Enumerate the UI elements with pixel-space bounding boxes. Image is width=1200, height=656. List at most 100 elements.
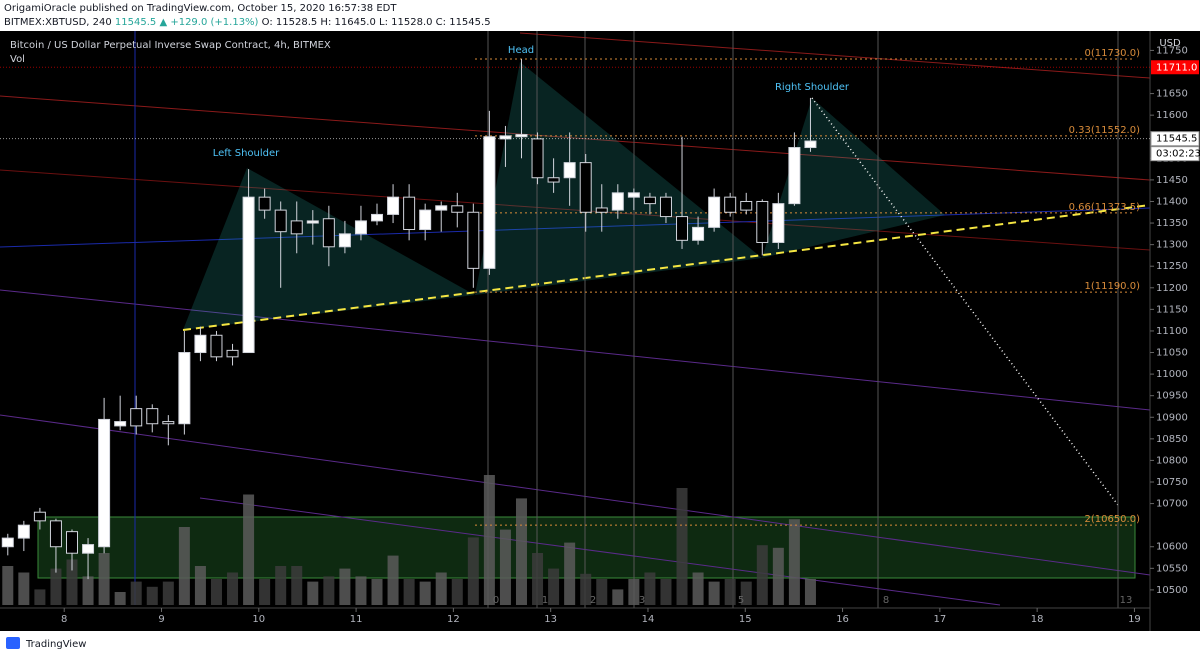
candle-body bbox=[274, 209, 287, 233]
candle-body bbox=[724, 196, 737, 213]
candle-body bbox=[290, 220, 303, 235]
candle-body bbox=[114, 421, 127, 427]
volume-bar bbox=[146, 586, 158, 605]
candle-body bbox=[804, 140, 817, 149]
time-zone-label: 0 bbox=[493, 595, 499, 606]
y-tick-label: 11300 bbox=[1156, 240, 1188, 251]
volume-bar bbox=[628, 579, 640, 605]
y-tick-label: 11750 bbox=[1156, 45, 1188, 56]
trend-line bbox=[0, 414, 1151, 576]
candle-body bbox=[772, 203, 785, 243]
volume-bar bbox=[259, 579, 271, 605]
candle-body bbox=[403, 196, 416, 231]
candle-body bbox=[242, 196, 255, 354]
y-tick-label: 11600 bbox=[1156, 110, 1188, 121]
y-tick-label: 10900 bbox=[1156, 412, 1188, 423]
y-tick-label: 11050 bbox=[1156, 348, 1188, 359]
annotation: Left Shoulder bbox=[213, 148, 280, 159]
y-tick-label: 11100 bbox=[1156, 326, 1188, 337]
trend-line bbox=[199, 497, 1001, 606]
last: 11545.5 bbox=[115, 17, 156, 28]
volume-bar bbox=[499, 529, 511, 605]
volume-bar bbox=[323, 576, 335, 605]
candle-body bbox=[178, 352, 191, 425]
volume-bar bbox=[548, 568, 560, 605]
price-marker-bg bbox=[1150, 131, 1200, 147]
candle-body bbox=[595, 207, 608, 213]
candle-body bbox=[65, 531, 78, 554]
x-tick-label: 13 bbox=[544, 614, 557, 625]
trend-line bbox=[0, 207, 1151, 248]
trend-line bbox=[0, 95, 1151, 181]
pattern-head bbox=[475, 62, 762, 295]
candle-body bbox=[354, 220, 367, 235]
candle-body bbox=[146, 408, 159, 425]
volume-bar bbox=[98, 553, 110, 605]
candle-body bbox=[322, 218, 335, 248]
candle-body bbox=[547, 177, 560, 183]
x-tick-label: 8 bbox=[61, 614, 67, 625]
volume-bar bbox=[227, 572, 239, 605]
candle-body bbox=[788, 147, 801, 205]
candle-body bbox=[419, 209, 432, 231]
change: ▲ +129.0 (+1.13%) bbox=[159, 17, 258, 28]
y-tick-label: 10600 bbox=[1156, 542, 1188, 553]
y-tick-label: 11150 bbox=[1156, 304, 1188, 315]
candle-body bbox=[579, 162, 592, 213]
volume-bar bbox=[612, 589, 624, 605]
volume-bar bbox=[644, 572, 656, 605]
y-tick-label: 11400 bbox=[1156, 196, 1188, 207]
y-tick-label: 10750 bbox=[1156, 477, 1188, 488]
currency: USD bbox=[1159, 38, 1181, 49]
candle-body bbox=[194, 334, 207, 354]
y-tick-label: 10800 bbox=[1156, 455, 1188, 466]
volume-bar bbox=[515, 498, 527, 605]
candle-body bbox=[515, 134, 528, 138]
time-zone-label: 5 bbox=[738, 595, 744, 606]
y-tick-label: 10950 bbox=[1156, 391, 1188, 402]
volume-bar bbox=[772, 547, 784, 605]
candle-body bbox=[306, 220, 319, 224]
volume-bar bbox=[419, 581, 431, 605]
y-tick-label: 10500 bbox=[1156, 585, 1188, 596]
y-tick-label: 10850 bbox=[1156, 434, 1188, 445]
volume-bar bbox=[676, 488, 688, 605]
fib-label: 0.66(11373.5) bbox=[1069, 202, 1141, 213]
volume-bar bbox=[692, 572, 704, 605]
volume-bar bbox=[660, 579, 672, 605]
candle-body bbox=[258, 196, 271, 211]
fib-label: 2(10650.0) bbox=[1084, 514, 1140, 525]
volume-bar bbox=[532, 553, 544, 605]
symbol-line: BITMEX:XBTUSD, 240 11545.5 ▲ +129.0 (+1.… bbox=[4, 17, 491, 28]
volume-bar bbox=[130, 581, 142, 605]
volume-bar bbox=[339, 568, 351, 605]
volume-bar bbox=[243, 494, 255, 605]
volume-bar bbox=[596, 579, 608, 605]
candle-body bbox=[130, 408, 143, 427]
x-tick-label: 10 bbox=[252, 614, 265, 625]
volume-bar bbox=[371, 579, 383, 605]
fib-label: 0.33(11552.0) bbox=[1069, 125, 1141, 136]
annotation: Head bbox=[508, 45, 534, 56]
candle-body bbox=[98, 418, 111, 548]
volume-bar bbox=[435, 572, 447, 605]
y-tick-label: 10700 bbox=[1156, 499, 1188, 510]
candle-body bbox=[1, 537, 14, 548]
candle-body bbox=[226, 349, 239, 358]
candle-body bbox=[659, 196, 672, 218]
price-marker-label: 11545.5 bbox=[1156, 134, 1197, 145]
candle-body bbox=[33, 511, 46, 522]
volume-bar bbox=[34, 589, 46, 605]
time-zone-label: 2 bbox=[590, 595, 596, 606]
neckline bbox=[182, 204, 1151, 331]
volume-bar bbox=[210, 579, 222, 605]
fib-label: 1(11190.0) bbox=[1084, 281, 1140, 292]
y-tick-label: 11450 bbox=[1156, 175, 1188, 186]
volume-bar bbox=[66, 559, 78, 605]
volume-bar bbox=[451, 579, 463, 605]
candle-body bbox=[338, 233, 351, 248]
volume-bar bbox=[194, 566, 206, 605]
volume-bar bbox=[82, 576, 94, 605]
volume-bar bbox=[50, 568, 62, 605]
volume-bar bbox=[291, 566, 303, 605]
